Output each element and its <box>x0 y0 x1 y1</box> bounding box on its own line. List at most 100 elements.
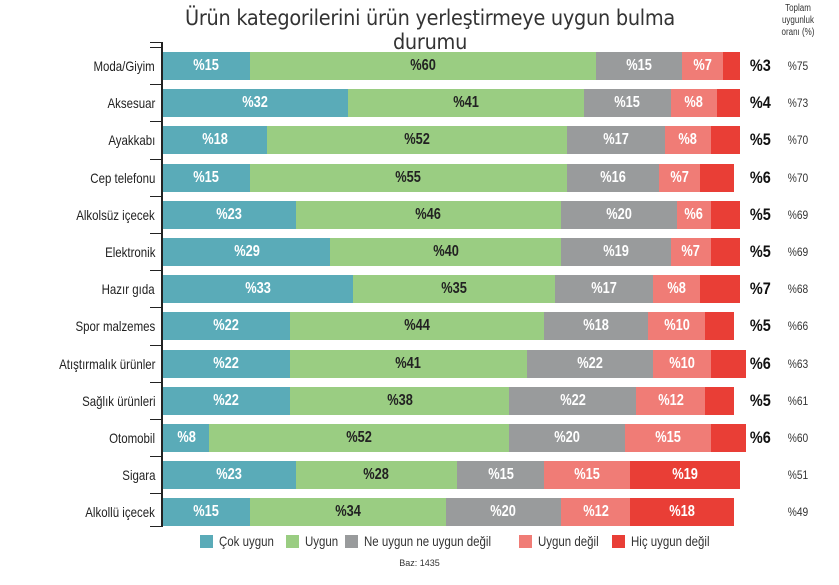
total-suitability-value: %70 <box>786 164 810 192</box>
segment-value-label: %20 <box>605 206 632 223</box>
legend-swatch <box>345 534 359 548</box>
total-value-text: %69 <box>787 208 809 222</box>
bar-segment-degil: %12 <box>561 498 631 526</box>
bar-segment-ne: %17 <box>555 275 654 303</box>
segment-value-label: %15 <box>626 57 652 74</box>
stacked-bar: %22 %38 %22 %12 <box>163 387 735 415</box>
segment-value-label: %22 <box>577 355 603 372</box>
total-suitability-value: %75 <box>786 52 810 80</box>
segment-value-label: %8 <box>176 429 196 446</box>
total-suitability-value: %69 <box>786 201 810 229</box>
bar-segment-degil: %12 <box>636 387 706 415</box>
segment-value-label: %8 <box>667 280 686 297</box>
y-axis-line <box>161 42 163 527</box>
bar-segment-degil: %6 <box>676 201 712 229</box>
bar-row: Atıştırmalık ürünler %22 %41 %22 %10 %6 %63 <box>0 350 839 378</box>
segment-value-label: %35 <box>441 280 468 297</box>
axis-tick <box>150 196 162 197</box>
legend-label: Ne uygun ne uygun değil <box>364 533 492 549</box>
total-value-text: %69 <box>787 245 809 259</box>
total-suitability-value: %60 <box>786 424 810 452</box>
segment-value-label: %41 <box>395 355 422 372</box>
bar-segment-degil: %7 <box>659 164 700 192</box>
axis-tick <box>150 47 162 48</box>
stacked-bar: %23 %28 %15 %15 %19 <box>163 461 740 489</box>
segment-value-label: %55 <box>395 169 422 186</box>
axis-tick <box>150 270 162 271</box>
segment-value-label: %22 <box>559 392 586 409</box>
segment-value-label: %17 <box>591 280 618 297</box>
segment-value-label: %38 <box>386 392 413 409</box>
bar-segment-cok: %29 <box>163 238 331 266</box>
category-label: Hazır gıda <box>102 281 155 297</box>
segment-value-label: %12 <box>657 392 684 409</box>
axis-tick <box>150 493 162 494</box>
total-value-text: %68 <box>787 282 809 296</box>
total-value-text: %61 <box>787 394 809 408</box>
total-column-header: Toplam uygunluk oranı (%) <box>776 3 821 39</box>
total-header-line: uygunluk <box>781 15 815 26</box>
bar-segment-cok: %8 <box>163 424 210 452</box>
total-suitability-value: %49 <box>786 498 810 526</box>
segment-value-label: %7 <box>670 169 689 186</box>
bar-segment-degil: %15 <box>624 424 712 452</box>
bar-row: Spor malzemes %22 %44 %18 %10 %5 %66 <box>0 312 839 340</box>
total-value-text: %51 <box>787 468 809 482</box>
bar-segment-hic: %18 <box>630 498 735 526</box>
bar-segment-ne: %19 <box>561 238 671 266</box>
bar-row: Moda/Giyim %15 %60 %15 %7 %3 %75 <box>0 52 839 80</box>
segment-value-label: %6 <box>684 206 704 223</box>
segment-value-label: %10 <box>669 355 696 372</box>
bar-row: Sigara %23 %28 %15 %15 %19 %51 <box>0 461 839 489</box>
category-label: Spor malzemes <box>75 318 155 334</box>
bar-segment-ne: %15 <box>457 461 544 489</box>
segment-value-label: %28 <box>363 466 390 483</box>
stacked-bar: %32 %41 %15 %8 <box>163 89 740 117</box>
segment-value-label: %15 <box>574 466 600 483</box>
segment-value-label: %15 <box>655 429 681 446</box>
segment-value-label: %8 <box>678 131 698 148</box>
segment-value-label: %23 <box>216 206 243 223</box>
bar-segment-uygun: %60 <box>249 52 596 80</box>
bar-segment-cok: %15 <box>163 164 250 192</box>
total-value-text: %73 <box>787 96 809 110</box>
segment-value-label: %15 <box>193 57 220 74</box>
segment-value-label: %22 <box>213 392 240 409</box>
segment-value-label: %15 <box>193 169 220 186</box>
segment-value-label: %60 <box>409 57 436 74</box>
bar-segment-hic <box>711 126 740 154</box>
bar-segment-hic <box>711 238 740 266</box>
axis-tick <box>150 42 162 43</box>
bar-segment-ne: %18 <box>543 312 648 340</box>
total-suitability-value: %68 <box>786 275 810 303</box>
bar-segment-ne: %16 <box>566 164 660 192</box>
category-label: Cep telefonu <box>89 170 155 186</box>
segment-value-label: %52 <box>346 429 372 446</box>
bar-segment-degil: %15 <box>543 461 631 489</box>
segment-value-label: %18 <box>582 317 609 334</box>
bar-segment-uygun: %40 <box>330 238 562 266</box>
legend-item-ne: Ne uygun ne uygun değil <box>345 533 505 549</box>
segment-value-label: %19 <box>603 243 629 260</box>
hic-uygun-value: %5 <box>748 312 773 340</box>
legend-label: Çok uygun <box>219 533 274 549</box>
bar-row: Ayakkabı %18 %52 %17 %8 %5 %70 <box>0 126 839 154</box>
hic-uygun-value: %6 <box>748 424 773 452</box>
bar-segment-degil: %10 <box>653 350 712 378</box>
segment-value-label: %44 <box>404 317 430 334</box>
segment-value-label: %52 <box>404 131 430 148</box>
bar-row: Aksesuar %32 %41 %15 %8 %4 %73 <box>0 89 839 117</box>
outside-value-text: %5 <box>749 205 771 224</box>
legend-swatch <box>519 534 533 548</box>
segment-value-label: %19 <box>672 466 698 483</box>
bar-segment-uygun: %34 <box>249 498 446 526</box>
bar-segment-degil: %7 <box>682 52 723 80</box>
bar-row: Otomobil %8 %52 %20 %15 %6 %60 <box>0 424 839 452</box>
axis-tick <box>150 526 162 527</box>
bar-row: Cep telefonu %15 %55 %16 %7 %6 %70 <box>0 164 839 192</box>
axis-tick <box>150 307 162 308</box>
hic-uygun-value: %5 <box>748 238 773 266</box>
outside-value-text: %5 <box>749 316 771 335</box>
segment-value-label: %15 <box>487 466 514 483</box>
bar-segment-ne: %22 <box>509 387 637 415</box>
